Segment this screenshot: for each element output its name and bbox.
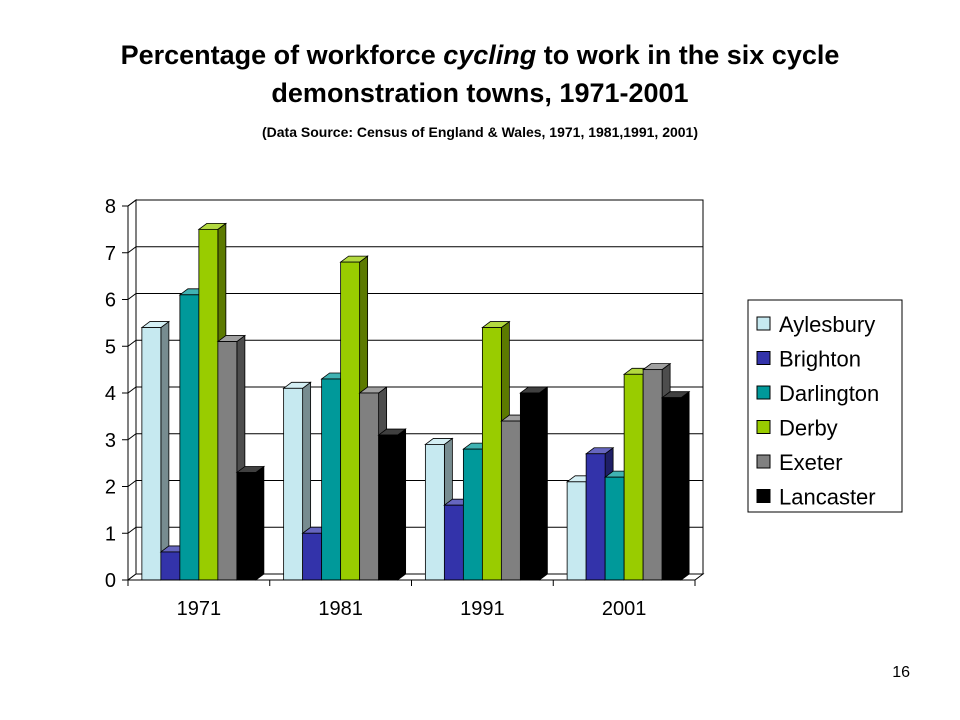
y-tick-label: 3 (105, 430, 116, 452)
legend-item: Derby (756, 416, 838, 441)
bar-front (321, 378, 342, 581)
bar-front (566, 481, 587, 581)
x-tick-label: 1971 (177, 598, 222, 620)
bar-front (642, 369, 663, 581)
legend-swatch (756, 385, 771, 400)
chart-title: Percentage of workforce cycling to work … (120, 40, 840, 108)
bar-front (141, 327, 162, 581)
bar (235, 465, 266, 581)
bar-front (481, 327, 502, 581)
bar-front (424, 444, 445, 581)
bar-front (378, 434, 399, 581)
legend-box (747, 299, 903, 513)
chart-subtitle: (Data Source: Census of England & Wales,… (262, 124, 698, 140)
gridline (127, 199, 703, 207)
legend-label: Lancaster (779, 485, 876, 510)
legend-item: Lancaster (756, 485, 876, 510)
bar-front (623, 373, 644, 581)
y-tick-label: 7 (105, 243, 116, 265)
bar-front (340, 261, 361, 581)
bar-front (160, 551, 181, 581)
legend-item: Darlington (756, 381, 879, 406)
bar (519, 386, 549, 581)
y-tick-label: 5 (105, 336, 116, 358)
bar-front (443, 504, 464, 581)
bar (377, 428, 407, 581)
legend: Aylesbury Brighton Darlington Derby Exeter La… (747, 299, 903, 513)
bar-front (236, 472, 257, 581)
axes: 0 1 2 3 4 5 6 7 8 1971 1981 1991 2001 (105, 196, 696, 620)
y-tick-label: 2 (105, 477, 116, 499)
gridline (127, 293, 703, 300)
bar-front (283, 387, 304, 581)
legend-label: Derby (779, 416, 838, 441)
bar-side (397, 428, 407, 581)
bar-front (604, 476, 625, 581)
legend-swatch (756, 489, 771, 503)
legend-item: Aylesbury (756, 312, 875, 337)
bars (140, 222, 691, 581)
x-tick-label: 1991 (460, 598, 505, 620)
x-tick-label: 1981 (318, 598, 363, 620)
legend-item: Exeter (756, 450, 843, 475)
x-tick-label: 2001 (602, 598, 647, 620)
y-tick-label: 8 (105, 196, 116, 218)
y-tick-label: 0 (105, 570, 116, 592)
legend-label: Exeter (779, 450, 843, 475)
legend-label: Aylesbury (779, 312, 875, 337)
gridline (127, 386, 703, 394)
bar (660, 390, 691, 581)
legend-item: Brighton (756, 347, 861, 372)
page-number: 16 (892, 664, 910, 681)
bar-front (198, 228, 219, 581)
bar-side (680, 390, 690, 581)
bar-side (538, 386, 548, 581)
legend-swatch (756, 316, 771, 331)
bar-front (217, 341, 238, 581)
bar-side (255, 465, 265, 581)
y-tick-label: 4 (105, 383, 116, 405)
legend-label: Darlington (779, 381, 879, 406)
y-tick-label: 1 (105, 523, 116, 545)
bar-front (585, 453, 606, 581)
legend-swatch (756, 454, 771, 469)
bar (140, 320, 171, 581)
gridline (127, 339, 703, 347)
bar-front (462, 448, 483, 581)
gridline (127, 246, 703, 254)
legend-label: Brighton (779, 347, 861, 372)
legend-swatch (756, 420, 771, 434)
legend-swatch (756, 351, 771, 365)
bar-front (179, 294, 200, 581)
y-tick-label: 6 (105, 290, 116, 312)
bar-front (359, 392, 380, 581)
bar-front (500, 420, 521, 581)
bar-front (519, 392, 540, 581)
bar-front (661, 397, 682, 581)
bar-front (302, 532, 323, 581)
bar-side (160, 320, 170, 581)
